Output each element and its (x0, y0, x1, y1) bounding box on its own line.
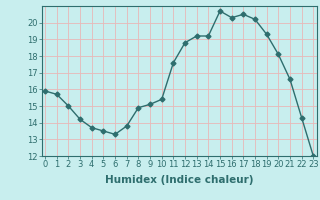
X-axis label: Humidex (Indice chaleur): Humidex (Indice chaleur) (105, 175, 253, 185)
